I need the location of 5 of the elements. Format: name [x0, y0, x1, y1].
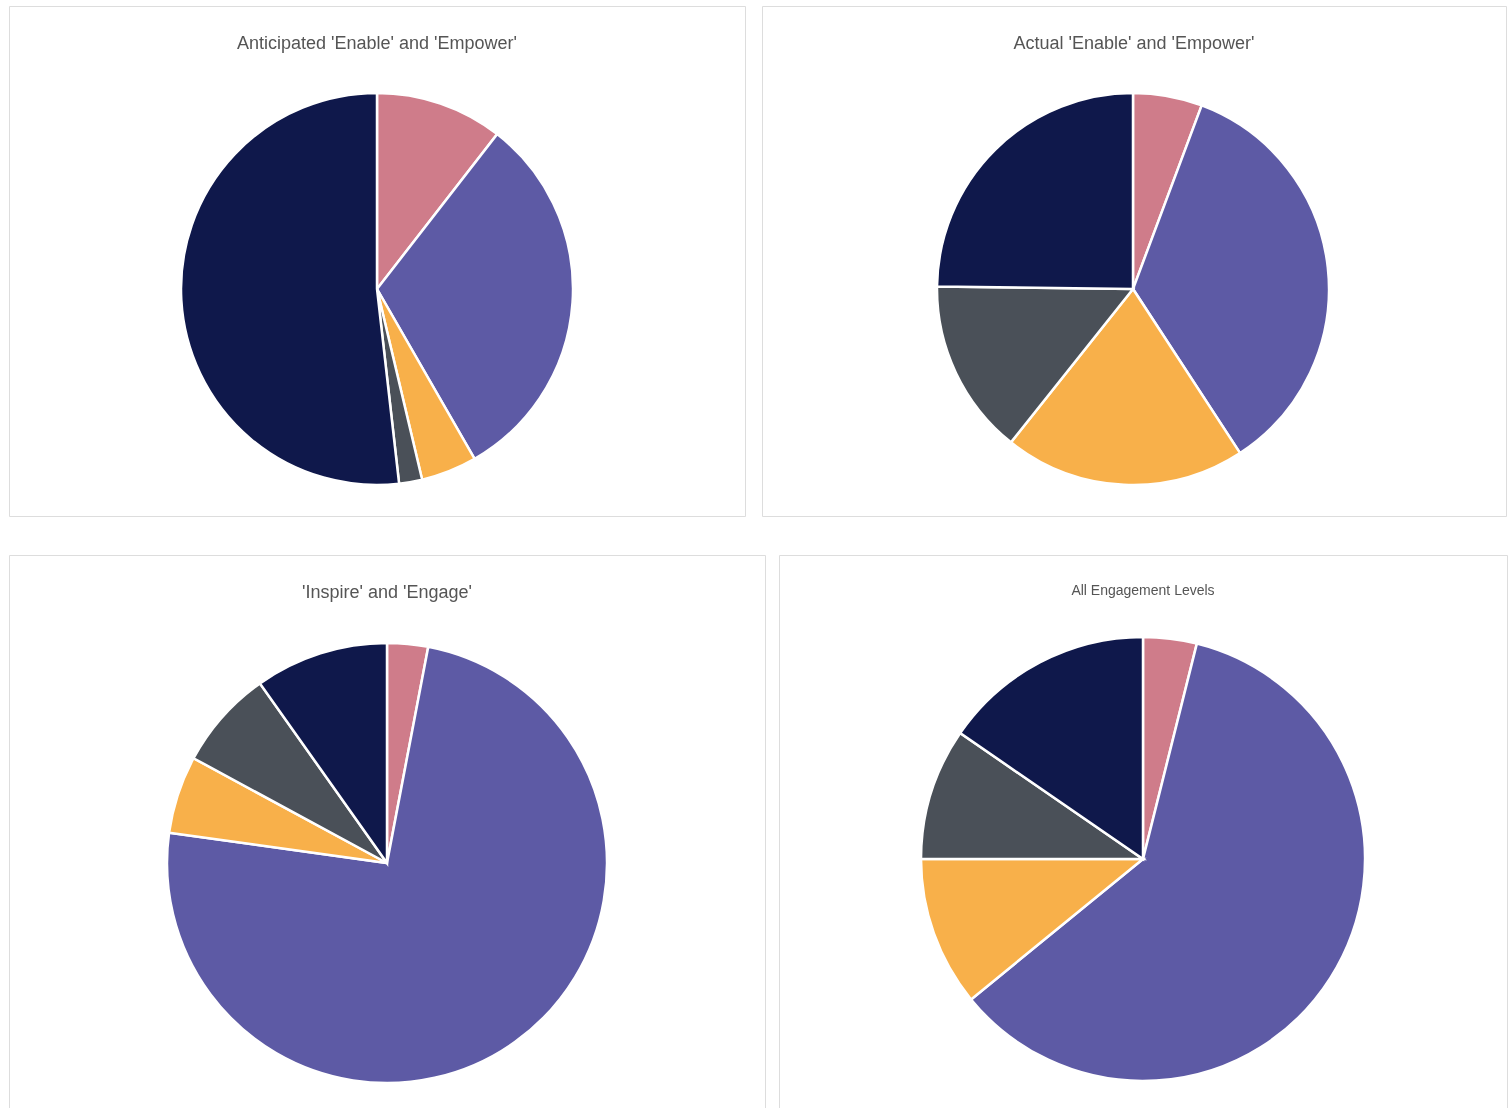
- pie-slice: [165, 645, 609, 1085]
- chart-title: Actual 'Enable' and 'Empower': [1013, 33, 1255, 53]
- chart-title: All Engagement Levels: [1071, 582, 1215, 598]
- chart-title: Anticipated 'Enable' and 'Empower': [237, 33, 517, 53]
- chart-title: 'Inspire' and 'Engage': [302, 582, 472, 602]
